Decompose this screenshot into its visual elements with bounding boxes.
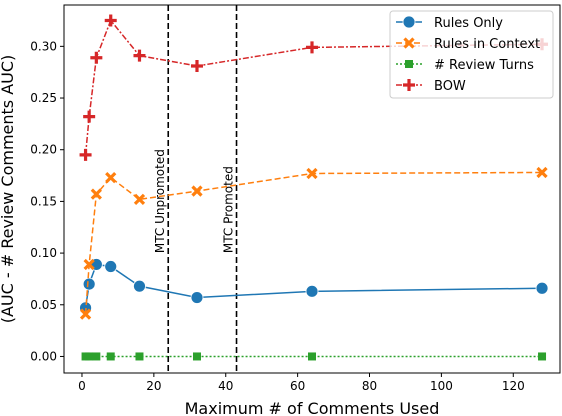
data-point — [90, 51, 103, 64]
series-0 — [79, 258, 549, 315]
data-point — [104, 260, 118, 273]
x-tick-label: 120 — [502, 379, 525, 393]
data-point — [308, 352, 316, 361]
x-axis-label: Maximum # of Comments Used — [185, 399, 440, 416]
series-line — [84, 171, 543, 315]
data-point — [536, 166, 548, 179]
legend-label: Rules in Context — [434, 37, 540, 52]
data-point — [133, 49, 146, 62]
legend-marker — [403, 37, 415, 49]
data-point — [104, 14, 117, 27]
y-tick-label: 0.15 — [30, 194, 57, 208]
data-point — [535, 281, 549, 295]
x-tick-label: 100 — [430, 379, 453, 393]
data-point — [192, 352, 201, 361]
reference-line-label: MTC Unpromoted — [153, 149, 167, 253]
y-tick-label: 0.05 — [30, 298, 57, 312]
data-point — [133, 279, 146, 293]
data-point — [306, 41, 318, 54]
x-axis-ticks: 0 20 40 60 80 100 120 — [78, 373, 525, 393]
y-tick-label: 0.20 — [30, 143, 57, 157]
series-2 — [81, 352, 547, 361]
data-point — [305, 284, 319, 298]
y-tick-label: 0.30 — [30, 39, 57, 53]
series-line — [84, 19, 543, 155]
data-point — [83, 258, 95, 271]
data-point — [191, 185, 203, 197]
plot-frame — [63, 4, 561, 374]
reference-line-label: MTC Promoted — [222, 166, 236, 253]
data-point — [90, 188, 102, 200]
legend: Rules Only Rules in Context # Review Turns… — [389, 10, 554, 99]
legend-box — [389, 10, 554, 99]
y-tick-label: 0.00 — [30, 349, 57, 363]
data-point — [79, 148, 92, 161]
legend-label: # Review Turns — [434, 58, 534, 73]
x-tick-label: 0 — [78, 379, 86, 393]
legend-marker — [403, 79, 415, 91]
data-point — [106, 352, 115, 361]
data-point — [133, 193, 146, 205]
legend-marker — [405, 60, 413, 68]
plot-content: MTC Unpromoted MTC Promoted — [79, 5, 549, 373]
y-axis-label: (AUC - # Review Comments AUC) — [0, 55, 17, 324]
data-point — [92, 352, 101, 361]
data-point — [190, 59, 203, 72]
series-1 — [79, 166, 548, 320]
data-point — [190, 291, 204, 304]
legend-label: Rules Only — [434, 16, 503, 31]
x-tick-label: 80 — [362, 379, 377, 393]
y-tick-label: 0.25 — [30, 91, 57, 105]
data-point — [82, 277, 96, 291]
legend-marker — [402, 15, 416, 29]
data-point — [306, 167, 318, 180]
data-point — [85, 352, 94, 361]
x-tick-label: 20 — [146, 379, 161, 393]
y-axis-ticks: 0.00 0.05 0.10 0.15 0.20 0.25 0.30 — [30, 39, 64, 363]
data-point — [538, 352, 547, 361]
data-point — [105, 171, 117, 184]
x-tick-label: 60 — [290, 379, 305, 393]
legend-label: BOW — [434, 79, 466, 94]
x-tick-label: 40 — [218, 379, 233, 393]
data-point — [79, 308, 92, 320]
data-point — [83, 110, 96, 123]
y-tick-label: 0.10 — [30, 246, 57, 260]
data-point — [135, 352, 144, 361]
